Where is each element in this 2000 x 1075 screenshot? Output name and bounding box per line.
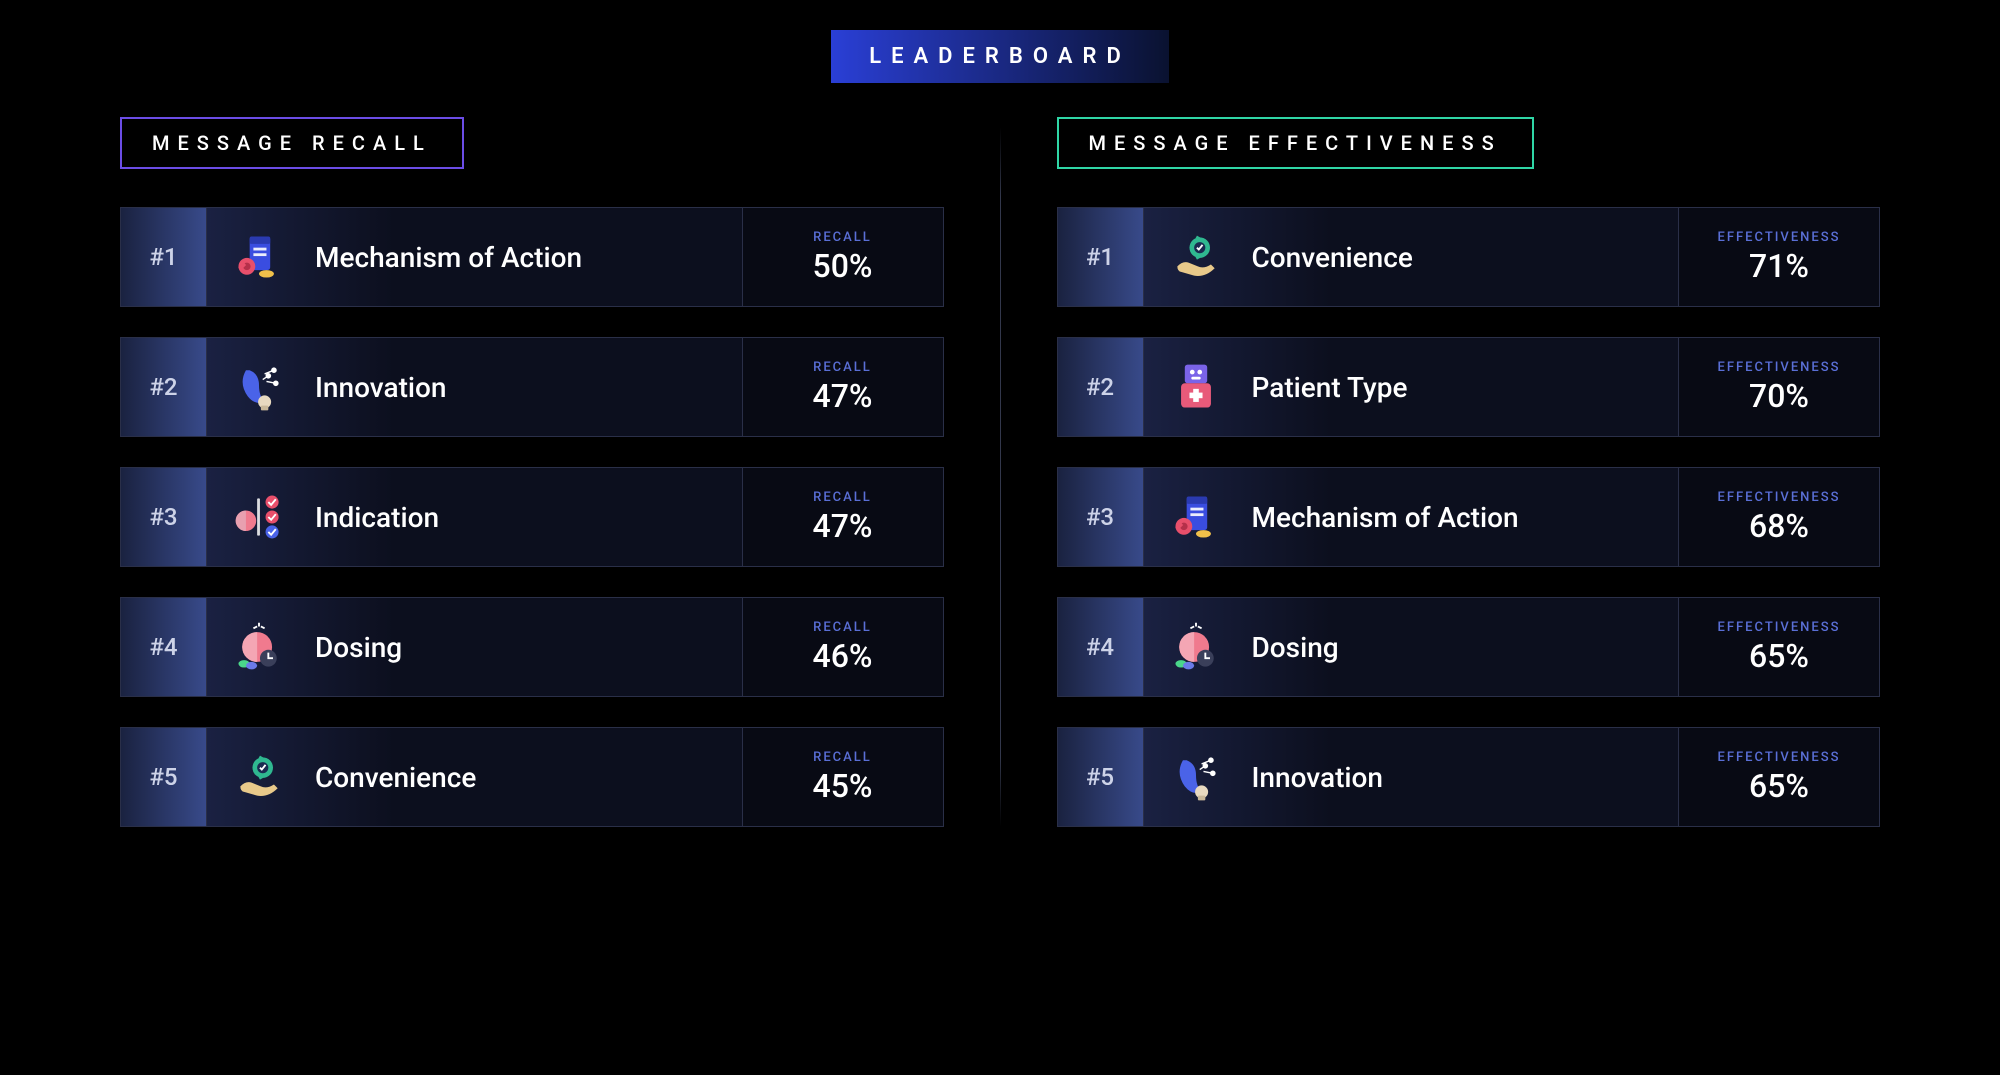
rank-badge: #4 bbox=[121, 598, 207, 696]
column-effectiveness: MESSAGE EFFECTIVENESS #1 Convenience EFFE… bbox=[1057, 117, 1881, 827]
row-label: Convenience bbox=[315, 761, 476, 794]
row-label: Mechanism of Action bbox=[1252, 501, 1519, 534]
rank-badge: #2 bbox=[1058, 338, 1144, 436]
metric-cell: RECALL 47% bbox=[743, 338, 943, 436]
metric-cell: RECALL 45% bbox=[743, 728, 943, 826]
metric-cell: EFFECTIVENESS 70% bbox=[1679, 338, 1879, 436]
row-body: Convenience bbox=[207, 728, 743, 826]
leaderboard-row: #5 Innovation EFFECTIVENESS 65% bbox=[1057, 727, 1881, 827]
row-label: Indication bbox=[315, 501, 439, 534]
row-label: Innovation bbox=[1252, 761, 1384, 794]
metric-cell: EFFECTIVENESS 65% bbox=[1679, 728, 1879, 826]
column-recall: MESSAGE RECALL #1 Mechanism of Action REC… bbox=[120, 117, 944, 827]
rank-badge: #2 bbox=[121, 338, 207, 436]
metric-value: 46% bbox=[813, 637, 873, 675]
effectiveness-column-title: MESSAGE EFFECTIVENESS bbox=[1057, 117, 1534, 169]
convenience-icon bbox=[229, 747, 289, 807]
row-body: Mechanism of Action bbox=[207, 208, 743, 306]
row-label: Patient Type bbox=[1252, 371, 1408, 404]
convenience-icon bbox=[1166, 227, 1226, 287]
rank-badge: #1 bbox=[121, 208, 207, 306]
metric-caption: EFFECTIVENESS bbox=[1718, 750, 1841, 765]
indication-icon bbox=[229, 487, 289, 547]
metric-cell: EFFECTIVENESS 68% bbox=[1679, 468, 1879, 566]
row-body: Dosing bbox=[207, 598, 743, 696]
metric-cell: EFFECTIVENESS 65% bbox=[1679, 598, 1879, 696]
rank-badge: #3 bbox=[1058, 468, 1144, 566]
metric-value: 65% bbox=[1749, 767, 1809, 805]
metric-value: 70% bbox=[1749, 377, 1809, 415]
row-body: Dosing bbox=[1144, 598, 1680, 696]
column-divider bbox=[1000, 127, 1001, 827]
row-label: Mechanism of Action bbox=[315, 241, 582, 274]
row-label: Innovation bbox=[315, 371, 447, 404]
metric-value: 47% bbox=[813, 377, 873, 415]
effectiveness-list: #1 Convenience EFFECTIVENESS 71% #2 Patient… bbox=[1057, 207, 1881, 827]
row-body: Innovation bbox=[207, 338, 743, 436]
leaderboard-row: #3 Indication RECALL 47% bbox=[120, 467, 944, 567]
metric-caption: EFFECTIVENESS bbox=[1718, 490, 1841, 505]
metric-caption: EFFECTIVENESS bbox=[1718, 230, 1841, 245]
innovation-icon bbox=[1166, 747, 1226, 807]
metric-cell: RECALL 46% bbox=[743, 598, 943, 696]
metric-caption: RECALL bbox=[813, 620, 872, 635]
metric-value: 45% bbox=[813, 767, 873, 805]
metric-value: 50% bbox=[813, 247, 873, 285]
metric-value: 71% bbox=[1749, 247, 1809, 285]
leaderboard-row: #4 Dosing EFFECTIVENESS 65% bbox=[1057, 597, 1881, 697]
row-body: Indication bbox=[207, 468, 743, 566]
row-body: Patient Type bbox=[1144, 338, 1680, 436]
metric-caption: EFFECTIVENESS bbox=[1718, 620, 1841, 635]
metric-value: 47% bbox=[813, 507, 873, 545]
rank-badge: #5 bbox=[1058, 728, 1144, 826]
dosing-icon bbox=[229, 617, 289, 677]
leaderboard-row: #4 Dosing RECALL 46% bbox=[120, 597, 944, 697]
row-body: Convenience bbox=[1144, 208, 1680, 306]
dosing-icon bbox=[1166, 617, 1226, 677]
metric-caption: RECALL bbox=[813, 230, 872, 245]
rank-badge: #4 bbox=[1058, 598, 1144, 696]
mechanism-icon bbox=[229, 227, 289, 287]
metric-cell: RECALL 47% bbox=[743, 468, 943, 566]
columns-container: MESSAGE RECALL #1 Mechanism of Action REC… bbox=[0, 117, 2000, 827]
metric-caption: RECALL bbox=[813, 490, 872, 505]
metric-caption: EFFECTIVENESS bbox=[1718, 360, 1841, 375]
metric-caption: RECALL bbox=[813, 750, 872, 765]
rank-badge: #5 bbox=[121, 728, 207, 826]
row-label: Convenience bbox=[1252, 241, 1413, 274]
recall-list: #1 Mechanism of Action RECALL 50% #2 Innova… bbox=[120, 207, 944, 827]
leaderboard-title: LEADERBOARD bbox=[831, 30, 1169, 83]
recall-column-title: MESSAGE RECALL bbox=[120, 117, 464, 169]
mechanism-icon bbox=[1166, 487, 1226, 547]
metric-value: 65% bbox=[1749, 637, 1809, 675]
leaderboard-row: #1 Mechanism of Action RECALL 50% bbox=[120, 207, 944, 307]
leaderboard-row: #2 Innovation RECALL 47% bbox=[120, 337, 944, 437]
row-label: Dosing bbox=[1252, 631, 1339, 664]
rank-badge: #1 bbox=[1058, 208, 1144, 306]
innovation-icon bbox=[229, 357, 289, 417]
metric-caption: RECALL bbox=[813, 360, 872, 375]
patient-icon bbox=[1166, 357, 1226, 417]
row-body: Innovation bbox=[1144, 728, 1680, 826]
leaderboard-row: #3 Mechanism of Action EFFECTIVENESS 68% bbox=[1057, 467, 1881, 567]
metric-cell: RECALL 50% bbox=[743, 208, 943, 306]
row-label: Dosing bbox=[315, 631, 402, 664]
metric-cell: EFFECTIVENESS 71% bbox=[1679, 208, 1879, 306]
leaderboard-row: #5 Convenience RECALL 45% bbox=[120, 727, 944, 827]
leaderboard-row: #2 Patient Type EFFECTIVENESS 70% bbox=[1057, 337, 1881, 437]
leaderboard-row: #1 Convenience EFFECTIVENESS 71% bbox=[1057, 207, 1881, 307]
rank-badge: #3 bbox=[121, 468, 207, 566]
metric-value: 68% bbox=[1749, 507, 1809, 545]
row-body: Mechanism of Action bbox=[1144, 468, 1680, 566]
